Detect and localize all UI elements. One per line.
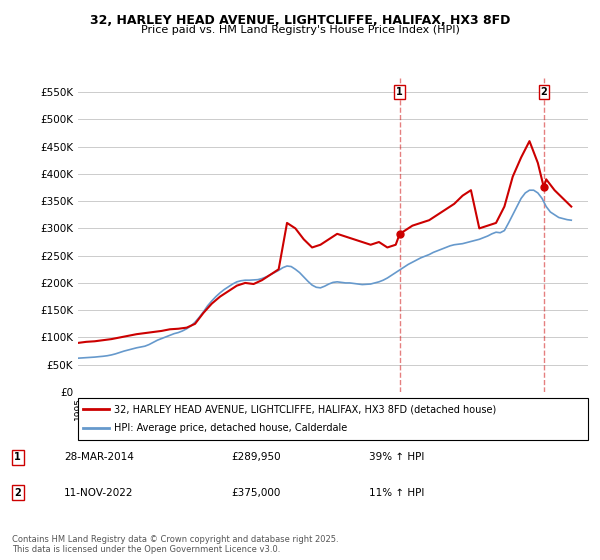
Text: Price paid vs. HM Land Registry's House Price Index (HPI): Price paid vs. HM Land Registry's House …: [140, 25, 460, 35]
Text: 2: 2: [541, 87, 547, 97]
FancyBboxPatch shape: [78, 398, 588, 440]
Text: 32, HARLEY HEAD AVENUE, LIGHTCLIFFE, HALIFAX, HX3 8FD (detached house): 32, HARLEY HEAD AVENUE, LIGHTCLIFFE, HAL…: [114, 404, 496, 414]
Text: 32, HARLEY HEAD AVENUE, LIGHTCLIFFE, HALIFAX, HX3 8FD: 32, HARLEY HEAD AVENUE, LIGHTCLIFFE, HAL…: [90, 14, 510, 27]
Text: 11% ↑ HPI: 11% ↑ HPI: [369, 488, 424, 498]
Text: 28-MAR-2014: 28-MAR-2014: [64, 452, 134, 462]
Text: HPI: Average price, detached house, Calderdale: HPI: Average price, detached house, Cald…: [114, 423, 347, 433]
Text: 1: 1: [14, 452, 21, 462]
Text: 11-NOV-2022: 11-NOV-2022: [64, 488, 133, 498]
Text: Contains HM Land Registry data © Crown copyright and database right 2025.
This d: Contains HM Land Registry data © Crown c…: [12, 535, 338, 554]
Text: £289,950: £289,950: [231, 452, 281, 462]
Text: 39% ↑ HPI: 39% ↑ HPI: [369, 452, 424, 462]
Text: £375,000: £375,000: [231, 488, 280, 498]
Text: 1: 1: [397, 87, 403, 97]
Text: 2: 2: [14, 488, 21, 498]
